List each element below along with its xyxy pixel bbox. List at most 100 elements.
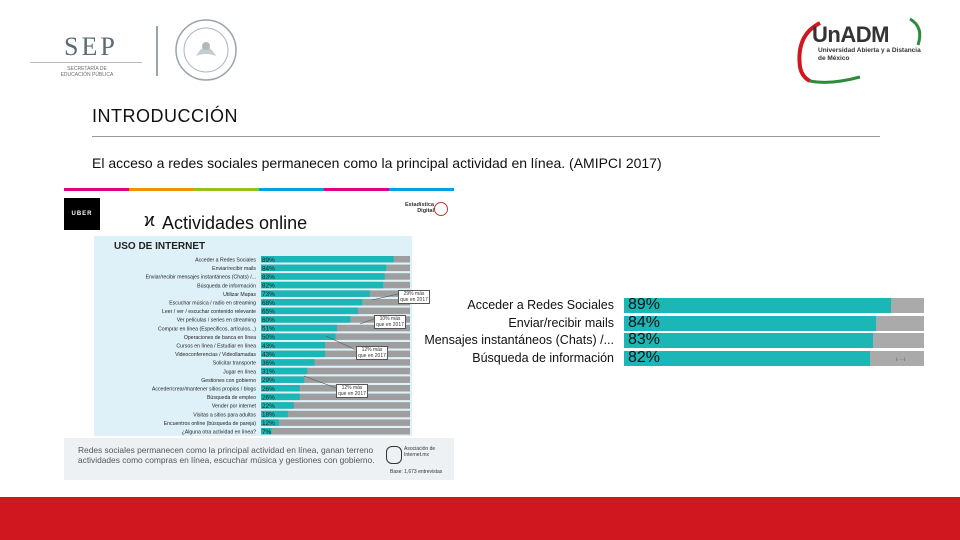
usage-bar [261,385,300,392]
callout-2: 10% más que en 2017 [374,315,406,329]
zoomed-bar-chart: Acceder a Redes Sociales 89% Enviar/recibi… [424,290,932,370]
usage-category-label: Acceder a Redes Sociales [195,258,256,264]
slide-heading: INTRODUCCIÓN [92,106,238,126]
usage-bar [261,402,294,409]
association-logo-icon [386,446,402,464]
callout-leader-line [325,335,357,351]
sep-logo-rule [30,62,142,63]
heading-rule [92,136,880,137]
usage-bar-chart: Acceder a Redes Sociales 89% Enviar/recibi… [146,256,410,436]
usage-bar-track [261,402,410,409]
usage-bar [261,333,336,340]
usage-bar-track [261,385,410,392]
usage-category-label: Operaciones de banca en línea [184,335,256,341]
usage-category-label: Escuchar música / radio en streaming [169,301,256,307]
zoomed-value-label: 89% [628,296,661,313]
usage-bar [261,350,326,358]
unadm-swoosh-icon [797,17,922,84]
brand-label: Estadística Digital [404,202,434,214]
usage-category-label: Búsqueda de información [197,283,256,289]
usage-value-label: 29% [262,377,275,384]
infographic-color-strip [64,188,454,191]
infographic-image: UBER ϰ Actividades online Estadística Di… [64,188,454,480]
zoomed-value-label: 83% [628,331,661,348]
usage-value-label: 51% [262,326,275,333]
color-strip-segment [64,188,129,191]
sample-base: Base: 1,673 entrevistas [390,469,443,475]
color-strip-segment [324,188,389,191]
usage-value-label: 68% [262,300,275,307]
usage-bar-track [261,350,410,358]
zoomed-category-label: Mensajes instantáneos (Chats) /... [424,333,614,347]
usage-bar [261,307,358,315]
usage-category-label: Videoconferencias / Videollamadas [175,352,256,358]
callout-leader-line [359,318,375,325]
usage-bar-track [261,376,410,383]
usage-category-label: Enviar/recibir mensajes instantáneos (Ch… [146,275,256,281]
usage-value-label: 43% [262,343,275,350]
usage-value-label: 83% [262,274,275,281]
uber-logo: UBER [64,198,100,230]
usage-panel-title: USO DE INTERNET [114,241,206,252]
usage-bar-track [261,342,410,349]
usage-value-label: 89% [262,257,275,264]
usage-bar-track [261,419,410,426]
mexico-seal-icon [175,19,237,81]
usage-category-label: Jugar en línea [223,369,256,375]
zoomed-category-label: Búsqueda de información [472,350,614,365]
association-name: Asociación de Internet.mx [404,446,436,458]
usage-category-label: Acceder/crear/mantener sitios propios / … [152,387,256,393]
color-strip-segment [129,188,194,191]
zoomed-bar-track: 82% [624,348,924,366]
callout-leader-line [371,293,399,301]
zoomed-value-label: 82% [628,348,661,366]
usage-value-label: 12% [262,420,275,427]
usage-value-label: 84% [262,265,275,272]
zoomed-row: Acceder a Redes Sociales 89% [452,296,932,316]
usage-bar [261,367,308,375]
zoomed-row: Mensajes instantáneos (Chats) /... 83% [424,331,932,351]
zoomed-bar-track: 89% [624,296,924,313]
usage-value-label: 18% [262,412,275,419]
unadm-logo-text: UnADM [812,22,889,47]
usage-category-label: Enviar/recibir mails [212,266,256,272]
slide-subtitle: El acceso a redes sociales permanecen co… [92,155,662,171]
unadm-logo-subtitle: Universidad Abierta y a Distancia de Méx… [818,47,921,62]
usage-value-label: 60% [262,317,275,324]
infographic-title: Actividades online [162,213,308,233]
usage-bar [261,299,363,306]
usage-bar-track [261,367,410,375]
sep-logo-subtitle: SECRETARÍA DE EDUCACIÓN PÚBLICA [60,66,114,78]
brand-icon [434,202,448,216]
usage-category-label: Encuentros online (búsqueda de pareja) [164,421,257,427]
usage-bar [261,359,315,366]
infographic-footnote: Redes sociales permanecen como la princi… [78,445,375,465]
usage-bar [261,316,351,323]
usage-category-label: Leer / ver / escuchar contenido relevant… [162,309,256,315]
usage-bar [261,290,370,297]
usage-bar [261,428,272,435]
usage-category-label: Visitas a sitios para adultos [193,412,256,418]
callout-3: 12% más que en 2017 [356,346,388,360]
usage-category-label: Búsqueda de empleo [207,395,256,401]
zoomed-bar-track: 83% [624,331,924,348]
usage-value-label: 50% [262,334,275,341]
usage-bar [261,273,385,280]
zoomed-row: Enviar/recibir mails 84% [452,314,932,334]
usage-bar-track [261,359,410,366]
bottom-band [0,497,960,540]
usage-value-label: 43% [262,351,275,358]
callout-1: 29% más que en 2017 [398,290,430,304]
usage-value-label: 26% [262,394,275,401]
usage-bar [261,419,279,426]
usage-bar-track [261,410,410,418]
zoom-caption: (......) [896,356,906,361]
callout-4: 12% más que en 2017 [336,384,368,398]
usage-category-label: Vender por internet [212,404,257,410]
usage-bar [261,256,394,263]
color-strip-segment [259,188,324,191]
zoomed-category-label: Enviar/recibir mails [508,315,614,330]
zoomed-bar [624,315,876,331]
usage-value-label: 22% [262,403,275,410]
usage-value-label: 36% [262,360,275,367]
